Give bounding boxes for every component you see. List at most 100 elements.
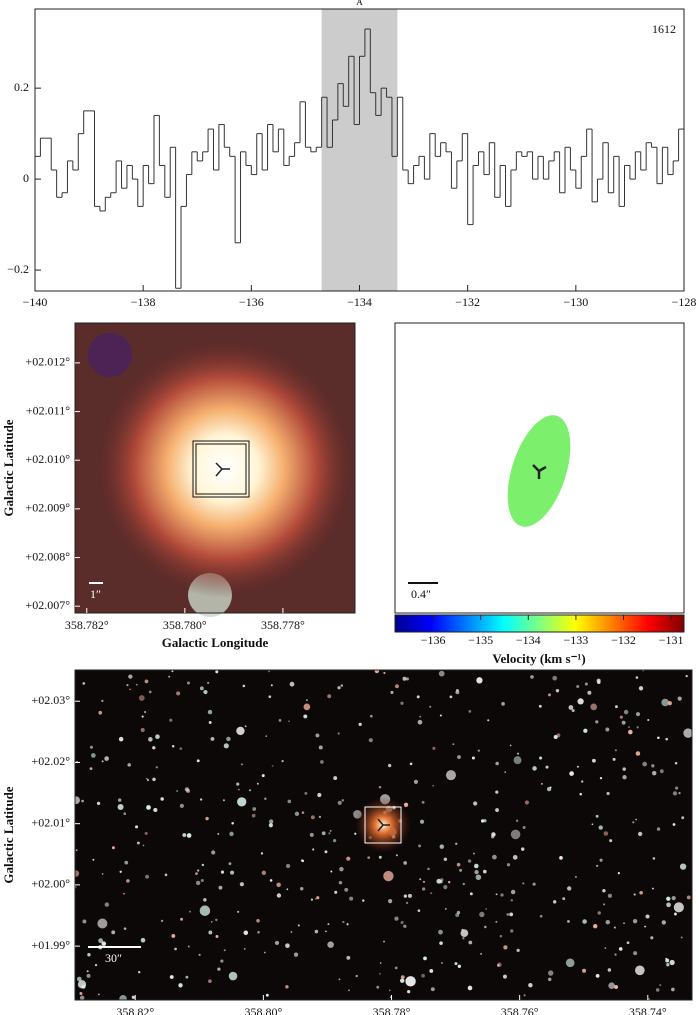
star: [506, 913, 510, 916]
star: [118, 736, 124, 742]
star: [530, 675, 534, 679]
star: [195, 880, 201, 886]
star: [567, 886, 572, 891]
star: [368, 738, 373, 743]
star: [314, 929, 319, 934]
star: [567, 919, 570, 923]
star: [340, 684, 344, 687]
star: [176, 790, 179, 792]
star: [667, 701, 672, 706]
star: [500, 893, 504, 897]
star: [287, 799, 292, 804]
star: [378, 785, 382, 789]
star: [383, 671, 386, 675]
star: [680, 936, 683, 939]
star: [661, 698, 669, 707]
star: [468, 710, 472, 713]
star: [89, 745, 94, 749]
star: [145, 777, 148, 780]
star: [459, 869, 462, 872]
star: [86, 970, 89, 973]
star: [208, 721, 212, 724]
star: [341, 799, 345, 802]
star: [123, 927, 127, 930]
star: [124, 860, 129, 865]
star: [223, 949, 226, 952]
star: [413, 779, 419, 784]
star: [388, 763, 392, 768]
star: [485, 908, 488, 910]
marker: [532, 464, 547, 479]
star: [285, 985, 289, 989]
y-tick-label: −0.2: [7, 262, 29, 276]
star: [285, 943, 290, 948]
star: [596, 864, 599, 867]
star: [421, 800, 425, 804]
star: [290, 931, 293, 933]
star: [86, 973, 91, 978]
star: [633, 951, 638, 956]
star: [395, 684, 399, 689]
star: [223, 743, 229, 749]
star: [457, 755, 461, 759]
star: [82, 682, 86, 685]
x-tick-label: 358.78°: [373, 1005, 411, 1015]
star: [228, 971, 238, 981]
star: [268, 823, 273, 828]
star: [547, 693, 551, 697]
star: [379, 972, 381, 975]
star: [652, 770, 657, 776]
star: [665, 957, 668, 960]
star: [496, 963, 500, 967]
y-tick-label: +01.99°: [31, 938, 70, 952]
star: [327, 941, 334, 948]
star: [268, 819, 274, 824]
star: [179, 803, 184, 808]
x-tick-label: 358.74°: [629, 1005, 667, 1015]
star: [614, 985, 619, 990]
star: [141, 715, 144, 718]
star: [455, 913, 460, 918]
star: [456, 688, 459, 692]
star: [467, 985, 473, 991]
star: [126, 879, 130, 883]
star: [583, 728, 588, 733]
star: [614, 953, 617, 956]
star: [312, 848, 315, 851]
star: [328, 832, 331, 835]
star: [268, 695, 272, 699]
star: [419, 878, 422, 881]
star: [407, 989, 411, 994]
star: [79, 995, 85, 1000]
star: [200, 798, 203, 801]
star: [672, 791, 678, 796]
star: [189, 910, 191, 913]
star: [152, 746, 156, 750]
star: [403, 894, 407, 898]
star: [606, 791, 610, 796]
star: [101, 699, 104, 703]
star: [229, 831, 234, 837]
star: [236, 726, 245, 736]
star: [403, 802, 409, 807]
star: [577, 698, 584, 705]
star: [539, 914, 543, 918]
star: [495, 893, 498, 896]
star: [559, 856, 563, 860]
star: [462, 937, 465, 940]
star: [197, 869, 200, 872]
star: [101, 760, 104, 763]
star: [469, 892, 473, 896]
star: [348, 989, 350, 992]
star: [376, 985, 380, 989]
star: [187, 945, 190, 948]
c-tick-label: −132: [611, 633, 636, 647]
star: [138, 970, 141, 974]
y-axis-label: Galactic Latitude: [1, 786, 16, 883]
star: [129, 688, 131, 691]
star: [138, 695, 145, 701]
star: [111, 846, 115, 850]
star: [379, 962, 382, 964]
star: [75, 870, 80, 877]
star: [402, 676, 407, 681]
